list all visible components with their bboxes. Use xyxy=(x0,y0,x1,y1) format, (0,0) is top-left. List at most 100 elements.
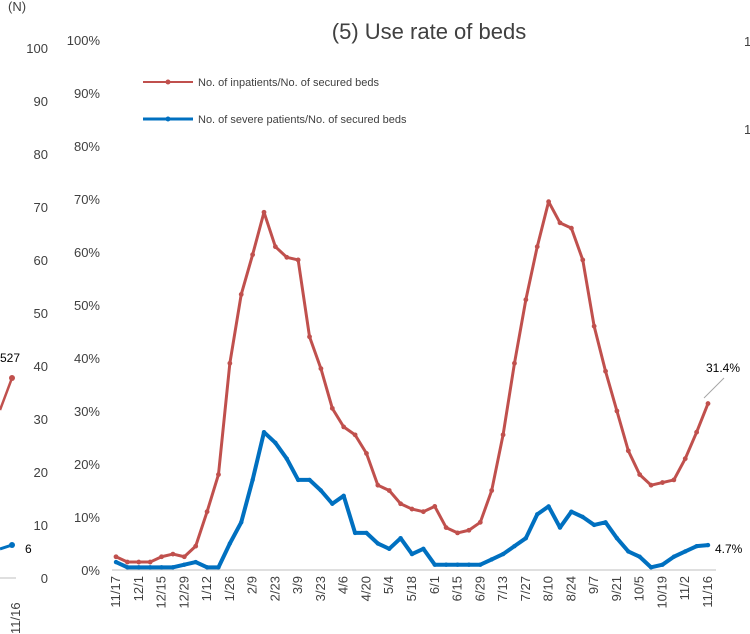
series-line-severe xyxy=(115,430,709,570)
data-point-inpatients xyxy=(705,401,711,406)
data-point-inpatients xyxy=(580,257,586,263)
data-point-inpatients xyxy=(694,429,700,435)
data-point-inpatients xyxy=(284,254,290,260)
left-series-red-point xyxy=(9,375,15,381)
data-point-inpatients xyxy=(307,334,312,340)
data-point-severe xyxy=(478,562,483,567)
data-point-severe xyxy=(125,565,130,570)
data-point-inpatients xyxy=(432,504,438,509)
data-point-severe xyxy=(227,541,233,546)
data-point-severe xyxy=(455,562,460,567)
callout-inpatients-value: 31.4% xyxy=(706,361,740,375)
x-tick-label: 5/4 xyxy=(381,576,396,594)
legend-marker-severe xyxy=(165,116,171,122)
left-y-tick-label: 50 xyxy=(34,306,48,321)
data-point-severe xyxy=(239,520,244,525)
data-point-severe xyxy=(261,430,267,435)
y-tick-label: 10% xyxy=(74,510,100,525)
x-tick-label: 12/29 xyxy=(176,576,191,609)
data-point-severe xyxy=(660,562,665,567)
data-point-severe xyxy=(375,541,381,546)
data-point-inpatients xyxy=(625,448,631,454)
y-tick-label: 0% xyxy=(81,563,100,578)
data-point-inpatients xyxy=(216,472,221,477)
data-point-inpatients xyxy=(591,323,597,329)
y-tick-label: 30% xyxy=(74,404,100,419)
x-tick-label: 10/5 xyxy=(632,576,647,601)
data-point-severe xyxy=(648,565,654,570)
data-point-inpatients xyxy=(159,554,164,560)
right-partial-tick-2: 1 xyxy=(744,122,750,137)
data-point-inpatients xyxy=(489,488,495,493)
data-point-severe xyxy=(216,565,221,570)
data-point-severe xyxy=(318,488,324,493)
x-tick-label: 2/23 xyxy=(267,576,282,601)
data-point-inpatients xyxy=(534,244,540,250)
data-point-severe xyxy=(170,565,176,570)
data-point-inpatients xyxy=(364,451,369,456)
data-point-inpatients xyxy=(170,551,176,557)
left-y-axis-ticks: 0 10 20 30 40 50 60 70 80 90 100 xyxy=(26,41,48,586)
data-point-inpatients xyxy=(147,559,153,565)
left-y-tick-label: 20 xyxy=(34,465,48,480)
y-tick-label: 60% xyxy=(74,245,100,260)
data-point-severe xyxy=(147,565,153,570)
data-point-severe xyxy=(307,477,312,483)
data-point-severe xyxy=(523,536,529,541)
right-partial-tick-1: 1 xyxy=(744,34,750,49)
data-point-severe xyxy=(466,562,472,567)
data-point-inpatients xyxy=(500,432,506,438)
x-tick-label: 4/6 xyxy=(336,576,351,594)
callout-leader-inpatients xyxy=(703,377,725,399)
y-tick-label: 50% xyxy=(74,298,100,313)
x-tick-label: 2/9 xyxy=(245,576,260,594)
data-point-inpatients xyxy=(193,543,199,549)
data-point-severe xyxy=(250,477,255,483)
data-point-inpatients xyxy=(568,225,574,231)
legend-marker-inpatients xyxy=(165,79,171,85)
data-point-severe xyxy=(295,477,301,483)
data-point-severe xyxy=(626,549,631,554)
data-point-severe xyxy=(512,543,517,549)
data-point-inpatients xyxy=(637,472,643,477)
left-series-red-line xyxy=(0,377,14,411)
x-tick-label: 4/20 xyxy=(358,576,373,601)
data-point-severe xyxy=(591,522,597,528)
data-point-inpatients xyxy=(295,257,301,263)
left-partial-chart: (N) 0 10 20 30 40 50 60 70 80 90 100 11/16 527 6 xyxy=(0,0,48,634)
y-tick-label: 20% xyxy=(74,457,100,472)
left-y-tick-label: 10 xyxy=(34,518,48,533)
data-point-severe xyxy=(364,530,369,536)
chart-title: (5) Use rate of beds xyxy=(332,19,526,44)
data-point-inpatients xyxy=(375,482,381,488)
data-point-inpatients xyxy=(603,368,608,374)
legend-label-severe: No. of severe patients/No. of secured be… xyxy=(198,114,407,126)
x-tick-label: 7/13 xyxy=(495,576,510,601)
x-axis-ticks: 11/17 12/1 12/15 12/29 1/12 1/26 2/9 2/23 3/9 3/2… xyxy=(108,576,715,609)
data-point-severe xyxy=(694,543,699,549)
data-point-severe xyxy=(273,440,278,445)
data-point-severe xyxy=(557,525,563,530)
data-point-severe xyxy=(204,565,210,570)
left-y-tick-label: 0 xyxy=(41,571,48,586)
data-point-severe xyxy=(136,565,141,570)
x-tick-label: 9/21 xyxy=(609,576,624,601)
data-point-severe xyxy=(705,542,711,548)
x-tick-label: 6/1 xyxy=(427,576,442,594)
x-tick-label: 11/2 xyxy=(677,576,692,600)
y-tick-label: 70% xyxy=(74,192,100,207)
data-point-severe xyxy=(193,559,198,565)
left-y-tick-label: 40 xyxy=(34,359,48,374)
legend-label-inpatients: No. of inpatients/No. of secured beds xyxy=(198,77,379,89)
data-point-inpatients xyxy=(420,509,426,515)
data-point-inpatients xyxy=(455,530,460,536)
x-tick-label: 5/18 xyxy=(404,576,419,601)
x-tick-label: 8/10 xyxy=(541,576,556,601)
data-point-inpatients xyxy=(204,509,210,515)
x-tick-label: 10/19 xyxy=(654,576,669,609)
data-point-inpatients xyxy=(272,244,278,250)
data-point-inpatients xyxy=(660,480,665,485)
left-series-blue-point xyxy=(9,542,15,548)
y-axis-ticks: 0% 10% 20% 30% 40% 50% 60% 70% 80% 90% 100% xyxy=(67,33,101,578)
data-point-severe xyxy=(683,549,688,554)
